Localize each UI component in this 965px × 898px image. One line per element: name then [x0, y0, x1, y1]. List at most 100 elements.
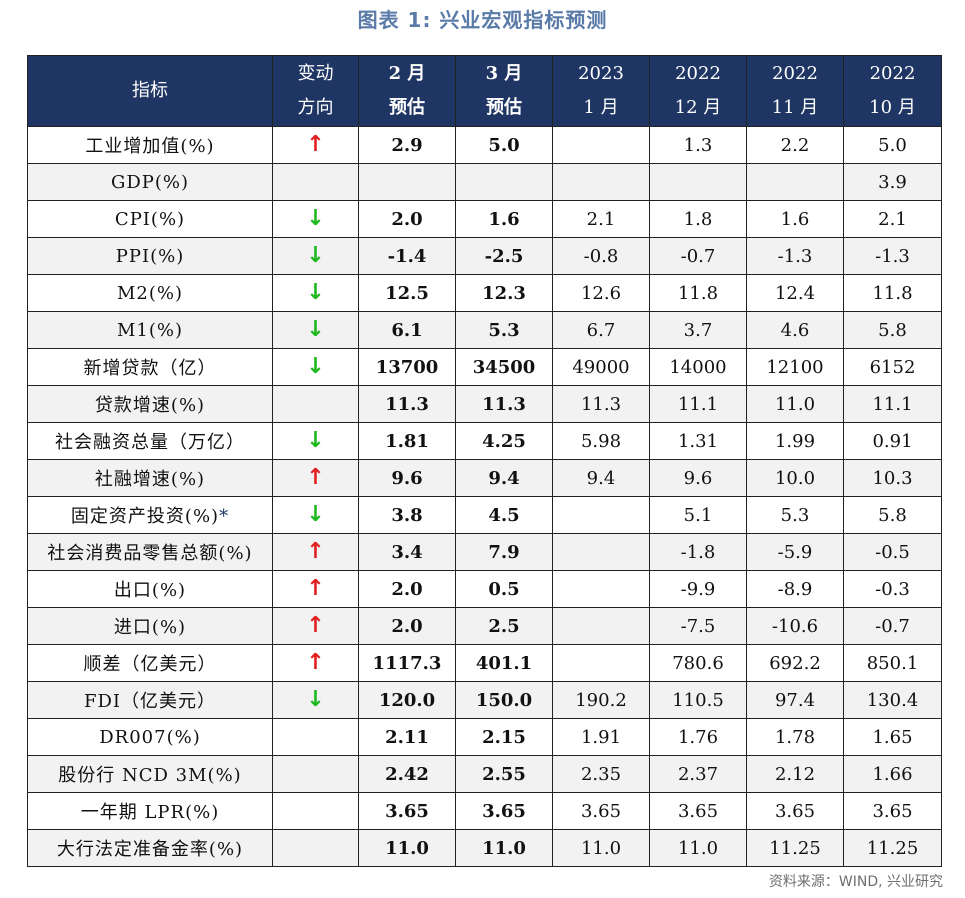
indicator-name: 工业增加值(%): [85, 136, 215, 157]
value-nov2022: -5.9: [746, 533, 844, 571]
indicator-name: 进口(%): [113, 617, 187, 638]
value-feb: 2.0: [358, 200, 456, 238]
value-oct2022: 3.9: [843, 163, 942, 201]
value-nov2022: -1.3: [746, 237, 844, 275]
value-nov2022: 12.4: [746, 274, 844, 312]
header-oct-2022: 2022 10 月: [843, 55, 942, 127]
header-jan2023-line2: 1 月: [583, 97, 619, 118]
value-dec2022: -1.8: [649, 533, 747, 571]
value-oct2022: 5.0: [843, 126, 942, 164]
value-dec2022: 11.8: [649, 274, 747, 312]
value-feb: 6.1: [358, 311, 456, 349]
direction-cell: [272, 755, 359, 793]
direction-cell: ↑: [272, 126, 359, 164]
direction-cell: ↓: [272, 200, 359, 238]
value-nov2022: 2.2: [746, 126, 844, 164]
header-mar-estimate: 3 月 预估: [455, 55, 553, 127]
value-mar: 5.0: [455, 126, 553, 164]
value-jan2023: [552, 496, 650, 534]
arrow-down-icon: ↓: [306, 206, 325, 231]
value-mar: 4.25: [455, 422, 553, 460]
value-feb: 2.42: [358, 755, 456, 793]
value-dec2022: -0.7: [649, 237, 747, 275]
indicator-name: 新增贷款（亿）: [83, 358, 217, 379]
value-jan2023: [552, 533, 650, 571]
value-mar: -2.5: [455, 237, 553, 275]
figure-title: 图表 1: 兴业宏观指标预测: [357, 8, 608, 32]
direction-cell: ↓: [272, 422, 359, 460]
table-row: 工业增加值(%) ↑ 2.9 5.0 1.3 2.2 5.0: [27, 126, 942, 164]
direction-cell: ↑: [272, 459, 359, 497]
header-oct2022-line1: 2022: [869, 63, 916, 84]
direction-cell: ↓: [272, 274, 359, 312]
direction-cell: ↑: [272, 570, 359, 608]
indicator-name: 顺差（亿美元）: [83, 654, 217, 675]
table-row: M1(%) ↓ 6.1 5.3 6.7 3.7 4.6 5.8: [27, 311, 942, 349]
direction-cell: ↓: [272, 681, 359, 719]
value-oct2022: 1.65: [843, 718, 942, 756]
table-row: 社会融资总量（万亿） ↓ 1.81 4.25 5.98 1.31 1.99 0.91: [27, 422, 942, 460]
indicator-name-cell: 工业增加值(%): [27, 126, 273, 164]
value-dec2022: 780.6: [649, 644, 747, 682]
header-oct2022-line2: 10 月: [869, 97, 916, 118]
value-jan2023: [552, 570, 650, 608]
value-feb: 1117.3: [358, 644, 456, 682]
indicator-name: 社融增速(%): [94, 469, 206, 490]
header-nov-2022: 2022 11 月: [746, 55, 844, 127]
value-dec2022: 11.0: [649, 829, 747, 867]
value-mar: 2.5: [455, 607, 553, 645]
indicator-name-cell: FDI（亿美元）: [27, 681, 273, 719]
header-nov2022-line2: 11 月: [771, 97, 819, 118]
header-mar-line2: 预估: [486, 97, 522, 118]
value-oct2022: 5.8: [843, 496, 942, 534]
header-dec2022-line2: 12 月: [674, 97, 722, 118]
value-dec2022: -9.9: [649, 570, 747, 608]
value-dec2022: 11.1: [649, 385, 747, 423]
value-oct2022: 10.3: [843, 459, 942, 497]
value-feb: -1.4: [358, 237, 456, 275]
value-jan2023: 1.91: [552, 718, 650, 756]
indicator-name-cell: 社会融资总量（万亿）: [27, 422, 273, 460]
indicator-name-cell: CPI(%): [27, 200, 273, 238]
indicator-name-cell: 大行法定准备金率(%): [27, 829, 273, 867]
direction-cell: ↓: [272, 496, 359, 534]
value-oct2022: 130.4: [843, 681, 942, 719]
table-row: 固定资产投资(%)* ↓ 3.8 4.5 5.1 5.3 5.8: [27, 496, 942, 534]
header-feb-line2: 预估: [389, 97, 425, 118]
value-mar: 5.3: [455, 311, 553, 349]
indicator-name-cell: M1(%): [27, 311, 273, 349]
value-nov2022: [746, 163, 844, 201]
table-row: 社融增速(%) ↑ 9.6 9.4 9.4 9.6 10.0 10.3: [27, 459, 942, 497]
table-row: 新增贷款（亿） ↓ 13700 34500 49000 14000 12100 6152: [27, 348, 942, 386]
arrow-up-icon: ↑: [306, 465, 325, 490]
indicator-name-cell: DR007(%): [27, 718, 273, 756]
value-mar: 4.5: [455, 496, 553, 534]
value-nov2022: -8.9: [746, 570, 844, 608]
value-mar: 1.6: [455, 200, 553, 238]
value-jan2023: 2.1: [552, 200, 650, 238]
value-mar: 7.9: [455, 533, 553, 571]
value-oct2022: -0.5: [843, 533, 942, 571]
table-row: DR007(%) 2.11 2.15 1.91 1.76 1.78 1.65: [27, 718, 942, 756]
value-nov2022: 1.99: [746, 422, 844, 460]
direction-cell: ↓: [272, 237, 359, 275]
arrow-up-icon: ↑: [306, 539, 325, 564]
arrow-up-icon: ↑: [306, 650, 325, 675]
table-row: 顺差（亿美元） ↑ 1117.3 401.1 780.6 692.2 850.1: [27, 644, 942, 682]
value-dec2022: -7.5: [649, 607, 747, 645]
direction-cell: [272, 385, 359, 423]
value-dec2022: [649, 163, 747, 201]
header-feb-line1: 2 月: [388, 63, 426, 84]
value-feb: 3.65: [358, 792, 456, 830]
value-mar: [455, 163, 553, 201]
value-dec2022: 3.7: [649, 311, 747, 349]
direction-cell: ↑: [272, 607, 359, 645]
value-dec2022: 5.1: [649, 496, 747, 534]
header-direction-line1: 变动: [297, 63, 334, 84]
header-indicator: 指标: [27, 55, 273, 127]
value-dec2022: 1.31: [649, 422, 747, 460]
value-nov2022: 11.25: [746, 829, 844, 867]
header-jan-2023: 2023 1 月: [552, 55, 650, 127]
value-nov2022: 692.2: [746, 644, 844, 682]
indicator-name: GDP(%): [110, 171, 190, 193]
